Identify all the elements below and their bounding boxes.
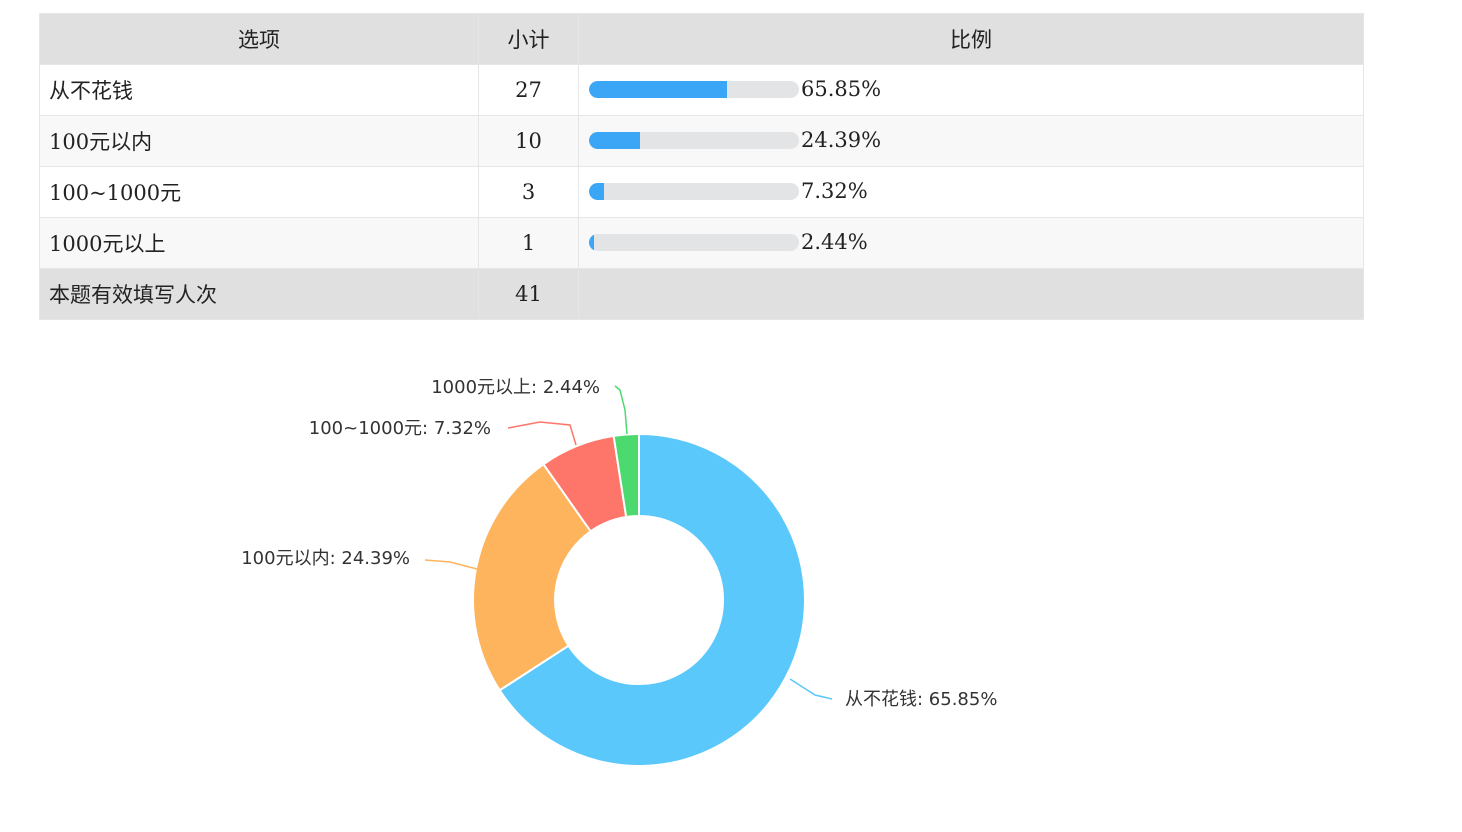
slice-label: 100~1000元: 7.32% [309, 418, 491, 439]
header-count: 小计 [478, 13, 579, 65]
row-ratio: 24.39% [578, 115, 1364, 167]
ratio-percent: 24.39% [801, 128, 882, 152]
row-ratio: 2.44% [578, 217, 1364, 269]
donut-slice [472, 462, 593, 692]
table-row: 1000元以上 1 2.44% [39, 217, 1364, 269]
ratio-bar-fill [589, 183, 605, 200]
header-ratio: 比例 [578, 13, 1364, 65]
donut-chart: 从不花钱: 65.85% 100元以内: 24.39% 100~1000元: 7.3… [241, 377, 997, 767]
row-option: 1000元以上 [39, 217, 479, 269]
row-ratio: 65.85% [578, 64, 1364, 116]
total-count: 41 [478, 268, 579, 320]
row-option: 100~1000元 [39, 166, 479, 218]
slice-label: 100元以内: 24.39% [241, 548, 410, 569]
table-header-row: 选项 小计 比例 [39, 13, 1364, 65]
ratio-bar-track [589, 132, 799, 149]
header-option: 选项 [39, 13, 479, 65]
ratio-bar-fill [589, 234, 595, 251]
row-option: 从不花钱 [39, 64, 479, 116]
table-row: 100~1000元 3 7.32% [39, 166, 1364, 218]
ratio-percent: 65.85% [801, 77, 882, 101]
total-label: 本题有效填写人次 [39, 268, 479, 320]
label-leader-line [614, 385, 628, 435]
donut-slice [612, 432, 640, 519]
total-ratio-empty [578, 268, 1364, 320]
row-option: 100元以内 [39, 115, 479, 167]
donut-slice [498, 432, 806, 767]
table-row: 100元以内 10 24.39% [39, 115, 1364, 167]
ratio-bar-track [589, 234, 799, 251]
slice-label: 1000元以上: 2.44% [431, 377, 600, 398]
ratio-bar-fill [589, 132, 641, 149]
label-leader-line [789, 678, 833, 700]
row-ratio: 7.32% [578, 166, 1364, 218]
ratio-percent: 2.44% [801, 230, 868, 254]
ratio-bar-fill [589, 81, 728, 98]
ratio-bar-track [589, 183, 799, 200]
row-count: 3 [478, 166, 579, 218]
row-count: 1 [478, 217, 579, 269]
ratio-percent: 7.32% [801, 179, 868, 203]
stats-table: 选项 小计 比例 从不花钱 27 65.85% 100元以内 10 24.39% [39, 13, 1364, 320]
total-row: 本题有效填写人次 41 [39, 268, 1364, 320]
row-count: 27 [478, 64, 579, 116]
label-leader-line [507, 421, 577, 446]
label-leader-line [424, 559, 478, 570]
ratio-bar-track [589, 81, 799, 98]
row-count: 10 [478, 115, 579, 167]
slice-label: 从不花钱: 65.85% [845, 689, 997, 710]
table-row: 从不花钱 27 65.85% [39, 64, 1364, 116]
